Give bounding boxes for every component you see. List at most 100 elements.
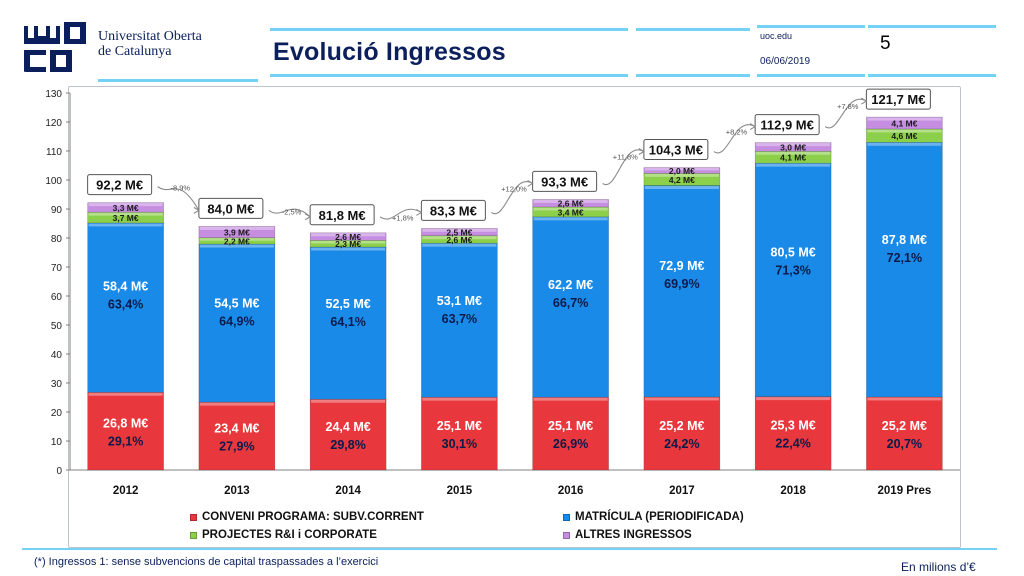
total-box (532, 170, 598, 192)
bar-value-label: 23,4 M€ (214, 422, 259, 436)
bar-highlight (199, 238, 274, 241)
bar-altres (421, 228, 498, 236)
bar-value-label: 3,4 M€ (558, 207, 584, 217)
bar-highlight (867, 129, 942, 133)
bar-highlight (422, 228, 497, 232)
bar-highlight (756, 163, 831, 167)
y-tick-label: 60 (51, 292, 63, 303)
bar-highlight (533, 217, 608, 221)
x-tick-label: 2013 (224, 485, 250, 497)
header-rule-mid-top (636, 28, 750, 31)
bar-highlight (756, 151, 831, 155)
legend-label-matricula: MATRÍCULA (PERIODIFICADA) (575, 511, 744, 523)
bar-conveni (421, 396, 498, 471)
page-title: Evolució Ingressos (273, 38, 506, 66)
bar-value-label: 2,3 M€ (335, 239, 361, 249)
growth-arrow (491, 181, 533, 215)
bar-altres (309, 232, 387, 241)
bar-conveni (643, 396, 721, 471)
bar-matricula (866, 142, 943, 398)
growth-arrow (268, 208, 311, 218)
bar-percent-label: 30,1% (442, 437, 477, 451)
bar-highlight (311, 247, 386, 251)
bar-highlight (533, 207, 608, 211)
bar-percent-label: 64,1% (330, 315, 365, 329)
bar-highlight (199, 244, 274, 248)
bar-value-label: 3,9 M€ (224, 228, 250, 238)
bar-highlight (199, 402, 274, 406)
bar-highlight (311, 399, 386, 403)
bar-value-label: 2,6 M€ (558, 199, 584, 209)
slide-date: 06/06/2019 (760, 56, 811, 67)
bar-percent-label: 22,4% (775, 437, 810, 451)
logo-text: uoc (24, 71, 26, 73)
bar-altres (754, 142, 832, 152)
bar-percent-label: 63,7% (442, 312, 477, 326)
growth-arrowhead (304, 213, 312, 221)
footnote-mark: (*) (34, 556, 46, 568)
y-tick-label: 20 (51, 408, 63, 419)
bar-value-label: 2,0 M€ (669, 166, 695, 176)
bar-value-label: 2,6 M€ (335, 232, 361, 242)
total-label: 112,9 M€ (760, 118, 814, 133)
bar-altres (643, 167, 721, 174)
uoc-logo: uoc (24, 22, 86, 73)
bar-percent-label: 24,2% (664, 437, 699, 451)
total-box (865, 88, 931, 110)
bar-highlight (199, 226, 274, 230)
total-box (420, 199, 486, 221)
legend-projectes: PROJECTES R&I i CORPORATE (190, 529, 377, 541)
bar-percent-label: 69,9% (664, 277, 699, 291)
bar-percent-label: 71,3% (775, 264, 810, 278)
growth-arrow (602, 149, 645, 186)
growth-arrowhead (638, 148, 645, 156)
x-tick-label: 2015 (447, 485, 473, 497)
site-url: uoc.edu (760, 31, 793, 41)
bar-projectes (198, 237, 276, 245)
bar-highlight (88, 212, 163, 216)
header-rule-right-top (757, 25, 865, 28)
bar-percent-label: 27,9% (219, 440, 254, 454)
bar-value-label: 3,7 M€ (113, 213, 139, 223)
bar-percent-label: 26,9% (553, 437, 588, 451)
growth-arrow (824, 98, 867, 129)
bar-percent-label: 64,9% (219, 314, 254, 328)
bar-value-label: 3,3 M€ (113, 203, 139, 213)
bar-projectes (309, 240, 387, 248)
bar-highlight (756, 397, 831, 401)
legend-matricula: MATRÍCULA (PERIODIFICADA) (563, 511, 744, 523)
header-rule-far-bottom (868, 74, 996, 77)
bar-highlight (88, 203, 163, 207)
bar-highlight (644, 173, 719, 177)
legend-label-altres: ALTRES INGRESSOS (575, 529, 692, 541)
bar-conveni (866, 396, 943, 471)
bar-highlight (311, 233, 386, 237)
bar-matricula (87, 222, 164, 393)
footnote: (*) Ingressos 1: sense subvencions de ca… (34, 556, 378, 568)
bar-percent-label: 63,4% (108, 298, 143, 312)
bar-value-label: 4,6 M€ (891, 131, 917, 141)
bar-projectes (532, 206, 609, 218)
legend-conveni: CONVENI PROGRAMA: SUBV.CORRENT (190, 511, 424, 523)
y-tick-label: 90 (51, 205, 63, 216)
bar-matricula (309, 246, 387, 400)
bar-conveni (87, 391, 164, 471)
y-tick-label: 0 (56, 466, 62, 477)
bar-highlight (88, 223, 163, 227)
y-tick-label: 30 (51, 379, 63, 390)
bar-highlight (422, 397, 497, 401)
growth-arrowhead (527, 179, 534, 187)
bar-conveni (754, 396, 832, 471)
bar-value-label: 24,4 M€ (326, 420, 371, 434)
bar-altres (532, 199, 609, 208)
y-tick-label: 70 (51, 263, 63, 274)
bar-value-label: 25,2 M€ (659, 419, 704, 433)
bar-value-label: 72,9 M€ (659, 259, 704, 273)
bar-highlight (422, 243, 497, 247)
header-rule-bottom (270, 74, 628, 77)
header-rule-top (270, 28, 628, 31)
growth-label: +11,8% (613, 153, 638, 162)
bar-matricula (754, 162, 832, 397)
page-number: 5 (880, 33, 891, 54)
